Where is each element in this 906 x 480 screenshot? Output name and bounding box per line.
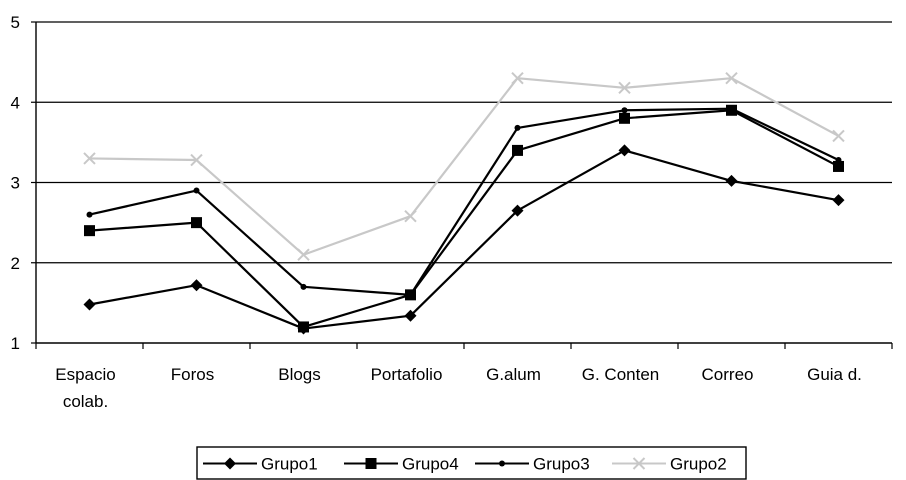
data-point [84, 225, 95, 237]
data-point [83, 152, 96, 165]
data-point [86, 211, 93, 218]
legend: Grupo1 Grupo4 Grupo3 Grupo2 [196, 446, 747, 480]
x-tick-label: colab. [63, 392, 108, 411]
legend-item-grupo1: Grupo1 [203, 455, 318, 474]
data-point [297, 248, 310, 261]
y-tick-label: 5 [11, 13, 20, 32]
data-point [618, 144, 631, 157]
data-point [404, 309, 417, 322]
y-tick-label: 3 [11, 174, 20, 193]
data-point [832, 129, 845, 143]
data-point-stroke [632, 457, 646, 470]
data-point-stroke [404, 209, 417, 223]
data-point [512, 144, 523, 156]
data-point [725, 174, 738, 187]
x-tick-label: Blogs [278, 365, 321, 384]
legend-item-grupo4: Grupo4 [344, 455, 459, 474]
y-tick-label: 4 [11, 93, 20, 112]
data-point [190, 279, 203, 292]
y-tick-label: 1 [11, 334, 20, 353]
data-point [297, 322, 310, 335]
data-point [514, 124, 521, 131]
legend-label: Grupo2 [670, 455, 727, 474]
x-tick-label: Espacio [55, 365, 115, 384]
legend-label: Grupo1 [261, 455, 318, 474]
data-point-stroke [725, 71, 738, 85]
data-point [833, 160, 844, 172]
tick-labels: 1 2 3 4 5 Espacio colab. Foros Blogs Portafolio G.… [11, 13, 862, 411]
data-point [83, 298, 96, 311]
legend-label: Grupo4 [402, 455, 459, 474]
series-line [89, 149, 839, 330]
data-point [726, 104, 737, 116]
data-point-stroke [511, 71, 524, 85]
data-point [511, 71, 524, 85]
x-tick-label: Correo [702, 365, 754, 384]
data-point [832, 194, 845, 207]
series-grupo3 [86, 105, 842, 298]
x-tick-label: Portafolio [371, 365, 443, 384]
grid-lines [36, 21, 892, 264]
axes [31, 21, 893, 349]
series-line [89, 107, 839, 296]
data-point [499, 460, 505, 467]
data-point [511, 204, 524, 217]
data-point-stroke [297, 248, 310, 261]
data-point-stroke [832, 129, 845, 143]
x-tick-label: Foros [171, 365, 214, 384]
data-point [224, 457, 236, 470]
data-point [190, 153, 203, 167]
data-point [725, 71, 738, 85]
x-tick-label: Guia d. [807, 365, 862, 384]
data-point-stroke [190, 153, 203, 167]
series-lines [83, 71, 845, 335]
x-tick-label: G.alum [486, 365, 541, 384]
series-line [89, 77, 840, 256]
data-point [618, 81, 631, 95]
legend-item-grupo2: Grupo2 [612, 455, 727, 474]
data-point [619, 112, 630, 124]
y-tick-label: 2 [11, 254, 20, 273]
series-grupo4 [84, 104, 844, 333]
data-point [632, 457, 646, 470]
series-grupo2 [83, 71, 845, 261]
series-line [89, 109, 840, 329]
data-point [405, 289, 416, 301]
data-point [621, 107, 628, 114]
legend-label: Grupo3 [533, 455, 590, 474]
x-tick-label: G. Conten [582, 365, 660, 384]
legend-item-grupo3: Grupo3 [475, 455, 590, 474]
data-point [365, 458, 377, 469]
data-point-stroke [83, 152, 96, 165]
data-point [300, 283, 307, 290]
data-point [191, 217, 202, 229]
data-point [193, 187, 200, 194]
data-point [404, 209, 417, 223]
data-point-stroke [618, 81, 631, 95]
series-grupo1 [83, 144, 845, 335]
